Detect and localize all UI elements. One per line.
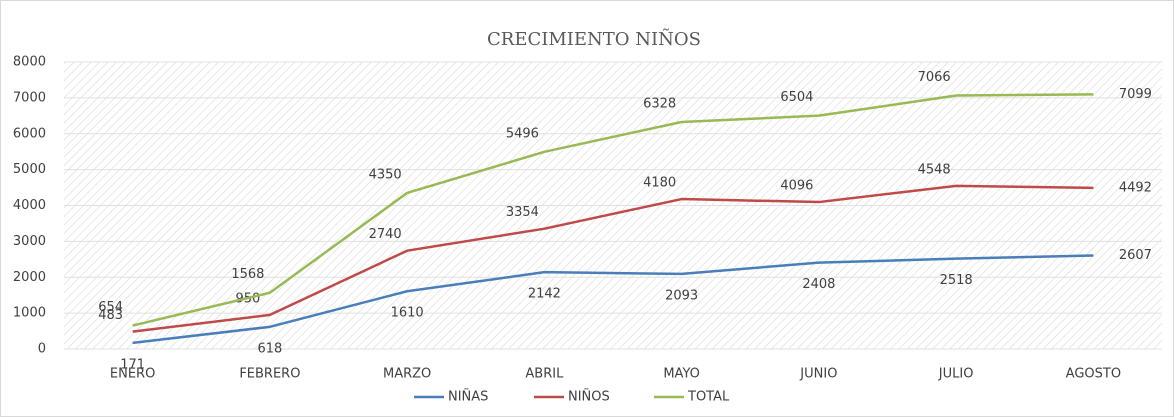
data-label: 654 (98, 300, 123, 315)
y-tick-label: 3000 (13, 234, 46, 249)
data-label: 5496 (506, 126, 539, 141)
x-tick-label: ABRIL (525, 367, 564, 382)
data-label: 171 (120, 357, 145, 372)
legend-label: TOTAL (687, 390, 730, 405)
legend-label: NIÑOS (568, 389, 610, 405)
data-label: 2142 (528, 287, 561, 302)
y-tick-label: 8000 (13, 55, 46, 70)
x-tick-label: ENERO (110, 367, 155, 382)
data-label: 2093 (665, 288, 698, 303)
y-tick-label: 4000 (13, 198, 46, 213)
data-label: 483 (98, 308, 123, 323)
chart-title: CRECIMIENTO NIÑOS (487, 27, 701, 50)
data-label: 2607 (1119, 248, 1152, 263)
x-tick-label: AGOSTO (1066, 367, 1121, 382)
legend-label: NIÑAS (448, 389, 488, 405)
data-label: 4492 (1119, 180, 1152, 195)
y-tick-label: 0 (38, 342, 46, 357)
data-label: 1610 (391, 306, 424, 321)
y-tick-label: 1000 (13, 306, 46, 321)
x-tick-label: JUNIO (799, 367, 837, 382)
data-label: 1568 (231, 267, 264, 282)
data-label: 2518 (940, 273, 973, 288)
data-label: 6328 (643, 96, 676, 111)
line-series (132, 184, 1094, 333)
data-label: 4350 (369, 167, 402, 182)
data-label: 3354 (506, 205, 539, 220)
x-tick-label: JULIO (938, 367, 974, 382)
data-label: 4180 (643, 176, 676, 191)
y-tick-label: 5000 (13, 162, 46, 177)
data-label: 4548 (918, 162, 951, 177)
data-label: 7066 (918, 70, 951, 85)
data-label: 4096 (780, 179, 813, 194)
data-label: 6504 (780, 90, 813, 105)
y-tick-label: 2000 (13, 270, 46, 285)
data-label: 618 (257, 341, 282, 356)
line-series (132, 93, 1094, 327)
x-tick-label: MARZO (383, 367, 431, 382)
x-tick-label: FEBRERO (239, 367, 300, 382)
y-tick-label: 6000 (13, 126, 46, 141)
x-tick-label: MAYO (663, 367, 700, 382)
data-label: 2408 (802, 277, 835, 292)
data-label: 2740 (369, 227, 402, 242)
data-label: 7099 (1119, 87, 1152, 102)
y-tick-label: 7000 (13, 90, 46, 105)
line-series (132, 254, 1094, 345)
